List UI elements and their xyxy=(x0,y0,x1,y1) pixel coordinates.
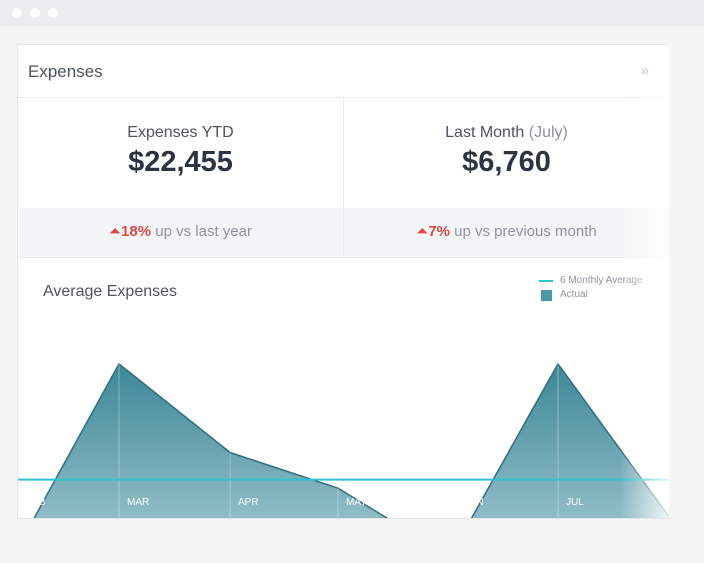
card-header: Expenses » xyxy=(18,45,669,98)
legend-item-average: 6 Monthly Average xyxy=(539,274,643,288)
stat-value: $22,455 xyxy=(128,146,233,178)
stat-label: Expenses YTD xyxy=(18,124,343,142)
x-tick-label: MAR xyxy=(127,497,149,508)
stat-value: $6,760 xyxy=(462,146,551,178)
window-dot-icon[interactable] xyxy=(48,8,58,18)
stat-expenses-ytd: Expenses YTD $22,455 xyxy=(18,98,344,208)
up-arrow-icon: ⏶ xyxy=(416,223,429,240)
legend-item-actual: Actual xyxy=(539,288,643,302)
legend-line-icon xyxy=(539,280,553,282)
divider xyxy=(343,208,344,257)
chart-legend: 6 Monthly Average Actual xyxy=(539,274,643,302)
stat-label-text: Expenses YTD xyxy=(127,124,234,141)
legend-label: Actual xyxy=(560,289,588,300)
actual-line-1 xyxy=(33,362,389,518)
stat-label-month: (July) xyxy=(528,124,568,141)
change-ytd: ⏶18% up vs last year xyxy=(18,223,343,240)
up-arrow-icon: ⏶ xyxy=(109,223,122,240)
legend-label: 6 Monthly Average xyxy=(560,275,643,286)
x-tick-label: JUL xyxy=(566,497,584,508)
legend-swatch-icon xyxy=(541,290,552,301)
stat-last-month: Last Month (July) $6,760 xyxy=(344,98,669,208)
actual-area-1 xyxy=(34,363,387,518)
change-text: up vs previous month xyxy=(449,223,597,240)
x-tick-label: JUN xyxy=(464,497,483,508)
x-tick-label: APR xyxy=(238,497,259,508)
window-dot-icon[interactable] xyxy=(30,8,40,18)
expenses-card: Expenses » Expenses YTD $22,455 Last Mon… xyxy=(17,44,669,519)
chart-title: Average Expenses xyxy=(43,283,178,300)
browser-title-bar xyxy=(0,0,704,26)
change-percent: 18% xyxy=(121,223,152,240)
x-tick-label: FEB xyxy=(26,497,46,508)
change-last-month: ⏶7% up vs previous month xyxy=(344,223,669,240)
change-text: up vs last year xyxy=(151,223,252,240)
stat-label-text: Last Month xyxy=(445,124,525,141)
window-dot-icon[interactable] xyxy=(12,8,22,18)
x-tick-label: MAY xyxy=(346,497,367,508)
edge-fade xyxy=(619,45,669,518)
change-percent: 7% xyxy=(428,223,450,240)
card-title: Expenses xyxy=(28,62,103,81)
change-row: ⏶18% up vs last year ⏶7% up vs previous … xyxy=(18,208,669,258)
stat-label: Last Month (July) xyxy=(344,124,669,142)
